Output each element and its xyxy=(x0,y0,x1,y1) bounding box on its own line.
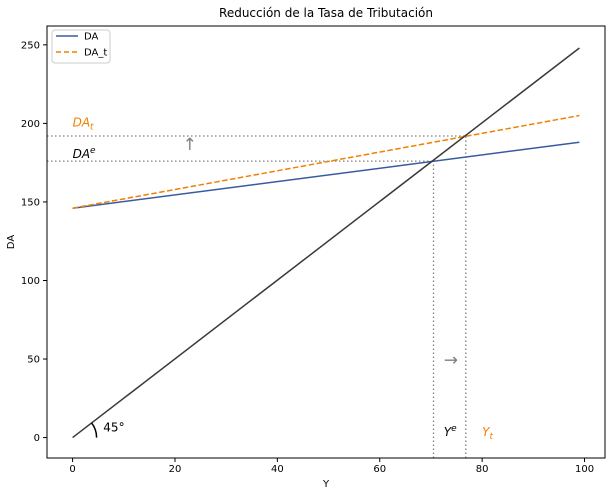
plot-area: DAt DAe ↑ → Ye Yt 45° xyxy=(47,47,580,458)
legend-label-da-t: DA_t xyxy=(84,48,107,59)
x-tick-label: 20 xyxy=(169,464,182,475)
series-line-da-t xyxy=(72,114,580,209)
y-tick-label: 150 xyxy=(21,197,40,208)
annotation-1: DAe xyxy=(73,146,96,161)
x-tick-label: 60 xyxy=(373,464,386,475)
series-line-da xyxy=(72,141,580,209)
x-tick-label: 0 xyxy=(69,464,75,475)
y-axis-label: DA xyxy=(6,235,17,250)
y-tick-label: 50 xyxy=(27,355,40,366)
axis-ticks: 0 20 40 60 80 100 0 50 100 150 200 250 xyxy=(21,40,594,475)
plot-frame xyxy=(46,25,606,459)
angle-arc xyxy=(91,422,98,438)
annotation-0: DAt xyxy=(73,116,94,133)
annotation-6: 45° xyxy=(103,420,124,434)
y-tick-label: 200 xyxy=(21,119,40,130)
legend-label-da: DA xyxy=(84,32,99,43)
series-line-2 xyxy=(72,47,580,439)
y-tick-label: 100 xyxy=(21,276,40,287)
annotation-4: Ye xyxy=(444,424,457,439)
x-tick-label: 100 xyxy=(575,464,594,475)
legend: DA DA_t xyxy=(51,29,111,64)
legend-box xyxy=(51,29,111,64)
annotation-2: ↑ xyxy=(183,135,197,155)
y-tick-label: 0 xyxy=(34,433,40,444)
annotation-5: Yt xyxy=(482,425,493,442)
x-axis-label: Y xyxy=(322,479,330,490)
y-tick-label: 250 xyxy=(21,40,40,51)
annotation-3: → xyxy=(444,350,458,370)
x-tick-label: 40 xyxy=(271,464,284,475)
chart-title: Reducción de la Tasa de Tributación xyxy=(219,6,433,20)
x-tick-label: 80 xyxy=(476,464,489,475)
